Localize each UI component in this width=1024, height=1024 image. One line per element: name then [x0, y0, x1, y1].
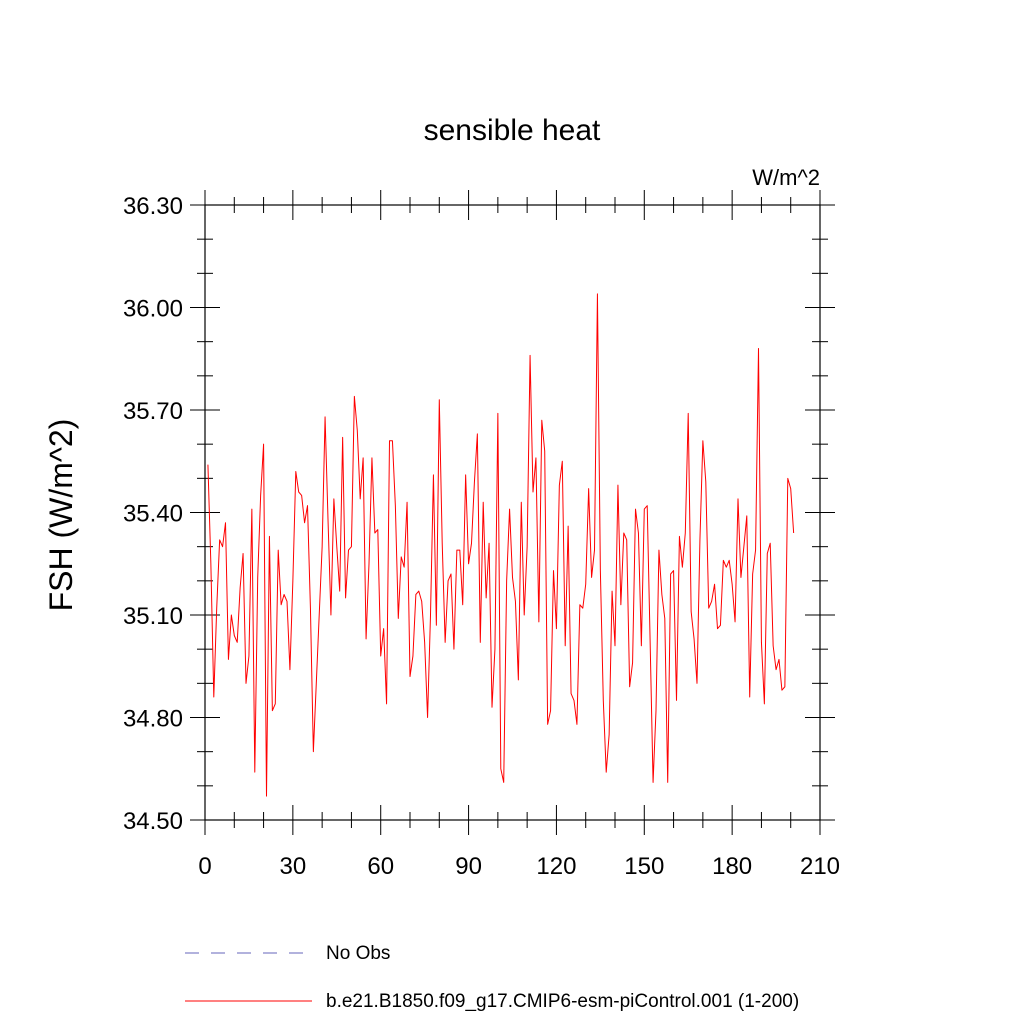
x-tick-label: 210: [800, 853, 840, 880]
y-tick-label: 35.70: [123, 398, 183, 425]
y-axis-label: FSH (W/m^2): [43, 419, 79, 612]
y-tick-label: 35.40: [123, 501, 183, 528]
series-layer: [207, 293, 795, 797]
axis-tick-labels: 0 30 60 90 120 150 180 210 34.50 34.80 35.10 35.40 3…: [123, 193, 840, 880]
x-tick-label: 150: [624, 853, 664, 880]
y-tick-label: 34.80: [123, 706, 183, 733]
x-tick-label: 180: [712, 853, 752, 880]
y-tick-label: 36.30: [123, 193, 183, 220]
series-line-0: [207, 293, 795, 797]
y-tick-label: 35.10: [123, 603, 183, 630]
y-tick-label: 36.00: [123, 296, 183, 323]
legend-label-no-obs: No Obs: [326, 943, 390, 964]
y-tick-label: 34.50: [123, 808, 183, 835]
x-tick-label: 30: [280, 853, 307, 880]
units-label: W/m^2: [752, 165, 820, 190]
x-tick-label: 90: [455, 853, 482, 880]
legend: No Obs b.e21.B1850.f09_g17.CMIP6-esm-piC…: [185, 943, 799, 1012]
chart-title: sensible heat: [424, 114, 601, 147]
x-tick-label: 0: [198, 853, 211, 880]
plot-frame: [204, 204, 821, 821]
x-tick-label: 60: [367, 853, 394, 880]
legend-label-model-run: b.e21.B1850.f09_g17.CMIP6-esm-piControl.…: [326, 991, 799, 1012]
x-tick-label: 120: [536, 853, 576, 880]
